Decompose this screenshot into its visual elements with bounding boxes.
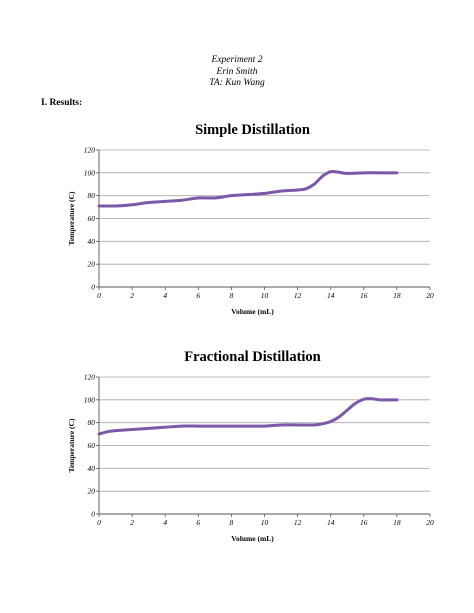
x-axis-label: Volume (mL) [231,534,274,543]
x-tick-label: 8 [230,291,234,300]
y-tick-label: 0 [91,283,95,292]
fractional-distillation-chart: Fractional Distillation 0 20 40 60 80 100 120 0 2… [67,349,434,543]
author-name: Erin Smith [216,66,258,77]
chart-title: Simple Distillation [195,122,310,138]
x-tick-label: 4 [163,518,167,527]
y-tick-label: 100 [84,168,96,177]
x-tick-label: 0 [97,518,101,527]
chart-title: Fractional Distillation [184,349,321,365]
x-axis-label: Volume (mL) [231,307,274,316]
x-tick-label: 8 [230,518,234,527]
x-tick-label: 12 [294,291,302,300]
x-tick-label: 14 [327,291,335,300]
y-tick-label: 80 [88,418,96,427]
x-tick-label: 4 [163,291,167,300]
x-tick-label: 10 [261,518,269,527]
x-tick-label: 16 [360,291,368,300]
experiment-title: Experiment 2 [211,55,263,65]
series-line [97,169,399,208]
x-tick-label: 6 [196,518,200,527]
y-axis-label: Temperature (C) [67,191,76,245]
document-header: Experiment 2 Erin Smith TA: Kun Wang [0,55,474,90]
y-tick-label: 120 [84,146,96,155]
x-tick-label: 10 [261,291,269,300]
series-line [97,397,399,436]
y-tick-label: 60 [88,441,96,450]
y-tick-label: 0 [91,510,95,519]
x-tick-label: 18 [393,518,401,527]
x-tick-label: 12 [294,518,302,527]
x-tick-label: 2 [130,518,134,527]
simple-distillation-chart: Simple Distillation 0 20 40 60 80 100 120 0 2 4 6 8 1… [67,122,434,316]
section-heading: I. Results: [41,98,83,108]
y-tick-label: 80 [88,191,96,200]
x-tick-label: 20 [426,291,434,300]
y-tick-label: 20 [88,260,96,269]
x-tick-label: 2 [130,291,134,300]
y-tick-label: 40 [88,464,96,473]
x-tick-label: 14 [327,518,335,527]
x-tick-label: 0 [97,291,101,300]
y-tick-label: 100 [84,395,96,404]
x-tick-label: 18 [393,291,401,300]
x-tick-label: 6 [196,291,200,300]
y-tick-label: 20 [88,487,96,496]
y-tick-label: 120 [84,373,96,382]
x-tick-label: 16 [360,518,368,527]
y-tick-label: 40 [88,237,96,246]
ta-name: TA: Kun Wang [209,78,265,88]
y-tick-label: 60 [88,214,96,223]
x-tick-label: 20 [426,518,434,527]
y-axis-label: Temperature (C) [67,418,76,472]
